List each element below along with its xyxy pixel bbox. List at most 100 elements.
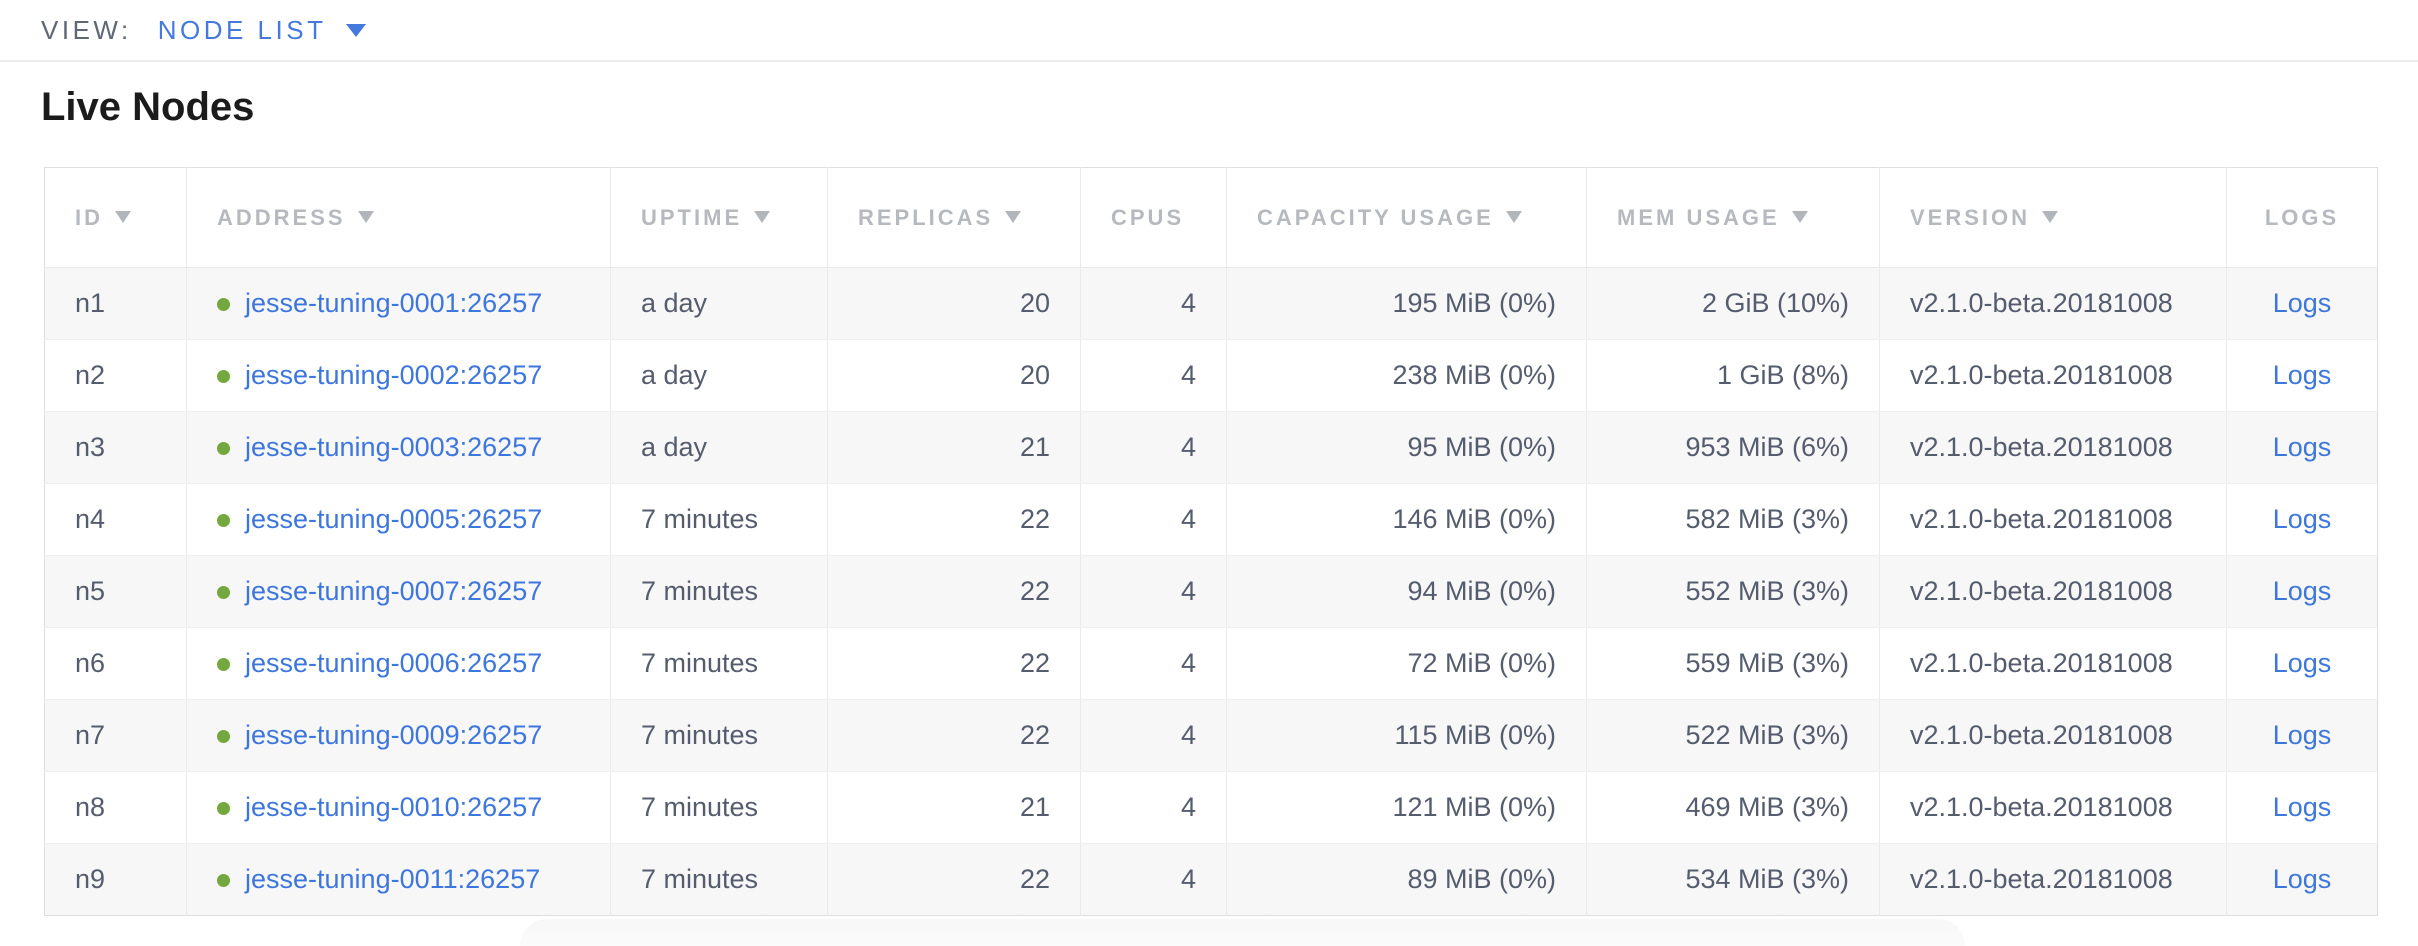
node-address-cell: jesse-tuning-0010:26257 bbox=[186, 771, 611, 844]
column-header-label: ID bbox=[75, 204, 103, 230]
node-live-status-icon bbox=[217, 442, 230, 455]
column-header-label: VERSION bbox=[1910, 204, 2031, 230]
logs-link[interactable]: Logs bbox=[2272, 360, 2332, 390]
column-header-mem-usage[interactable]: MEM USAGE bbox=[1586, 167, 1880, 268]
node-logs-cell: Logs bbox=[2226, 555, 2378, 628]
node-address-cell: jesse-tuning-0002:26257 bbox=[186, 339, 611, 412]
node-id-cell: n5 bbox=[44, 555, 187, 628]
column-header-replicas[interactable]: REPLICAS bbox=[827, 167, 1081, 268]
logs-link[interactable]: Logs bbox=[2272, 792, 2332, 822]
node-address-cell: jesse-tuning-0005:26257 bbox=[186, 483, 611, 556]
node-uptime-cell: 7 minutes bbox=[610, 627, 828, 700]
node-mem-cell: 469 MiB (3%) bbox=[1586, 771, 1880, 844]
node-address-link[interactable]: jesse-tuning-0001:26257 bbox=[245, 288, 543, 318]
node-uptime-cell: a day bbox=[610, 339, 828, 412]
node-capacity-cell: 146 MiB (0%) bbox=[1226, 483, 1587, 556]
node-logs-cell: Logs bbox=[2226, 267, 2378, 340]
column-header-uptime[interactable]: UPTIME bbox=[610, 167, 828, 268]
logs-link[interactable]: Logs bbox=[2272, 576, 2332, 606]
node-replicas-cell: 21 bbox=[827, 411, 1081, 484]
node-logs-cell: Logs bbox=[2226, 627, 2378, 700]
node-replicas-cell: 22 bbox=[827, 843, 1081, 916]
node-live-status-icon bbox=[217, 730, 230, 743]
node-capacity-cell: 95 MiB (0%) bbox=[1226, 411, 1587, 484]
node-cpus-cell: 4 bbox=[1080, 339, 1227, 412]
node-id-cell: n3 bbox=[44, 411, 187, 484]
node-address-link[interactable]: jesse-tuning-0006:26257 bbox=[245, 648, 543, 678]
node-capacity-cell: 115 MiB (0%) bbox=[1226, 699, 1587, 772]
column-header-label: ADDRESS bbox=[217, 204, 346, 230]
node-capacity-cell: 238 MiB (0%) bbox=[1226, 339, 1587, 412]
sort-arrow-icon bbox=[1005, 210, 1022, 223]
logs-link[interactable]: Logs bbox=[2272, 648, 2332, 678]
node-address-cell: jesse-tuning-0011:26257 bbox=[186, 843, 611, 916]
node-cpus-cell: 4 bbox=[1080, 411, 1227, 484]
node-address-link[interactable]: jesse-tuning-0010:26257 bbox=[245, 792, 543, 822]
node-cpus-cell: 4 bbox=[1080, 699, 1227, 772]
page-title: Live Nodes bbox=[41, 85, 255, 129]
logs-link[interactable]: Logs bbox=[2272, 864, 2332, 894]
column-header-logs: LOGS bbox=[2226, 167, 2378, 268]
node-id-cell: n8 bbox=[44, 771, 187, 844]
node-address-link[interactable]: jesse-tuning-0005:26257 bbox=[245, 504, 543, 534]
column-header-id[interactable]: ID bbox=[44, 167, 187, 268]
node-mem-cell: 534 MiB (3%) bbox=[1586, 843, 1880, 916]
node-mem-cell: 582 MiB (3%) bbox=[1586, 483, 1880, 556]
column-header-label: REPLICAS bbox=[858, 204, 994, 230]
logs-link[interactable]: Logs bbox=[2272, 720, 2332, 750]
node-id-cell: n6 bbox=[44, 627, 187, 700]
node-address-link[interactable]: jesse-tuning-0009:26257 bbox=[245, 720, 543, 750]
sort-arrow-icon bbox=[1505, 210, 1522, 223]
node-capacity-cell: 89 MiB (0%) bbox=[1226, 843, 1587, 916]
node-cpus-cell: 4 bbox=[1080, 555, 1227, 628]
node-mem-cell: 552 MiB (3%) bbox=[1586, 555, 1880, 628]
next-section-card-edge bbox=[520, 919, 1965, 946]
node-live-status-icon bbox=[217, 658, 230, 671]
sort-arrow-icon bbox=[1791, 210, 1808, 223]
node-logs-cell: Logs bbox=[2226, 483, 2378, 556]
column-header-cpus: CPUS bbox=[1080, 167, 1227, 268]
logs-link[interactable]: Logs bbox=[2272, 504, 2332, 534]
table-row: n6 jesse-tuning-0006:26257 7 minutes 22 … bbox=[44, 627, 2378, 700]
column-header-address[interactable]: ADDRESS bbox=[186, 167, 611, 268]
logs-link[interactable]: Logs bbox=[2272, 432, 2332, 462]
main-content: Live Nodes ID ADDRESS UPTIME REPLICAS CP… bbox=[0, 87, 2418, 916]
node-id-cell: n9 bbox=[44, 843, 187, 916]
node-address-link[interactable]: jesse-tuning-0003:26257 bbox=[245, 432, 543, 462]
node-cpus-cell: 4 bbox=[1080, 483, 1227, 556]
node-replicas-cell: 21 bbox=[827, 771, 1081, 844]
node-id-cell: n2 bbox=[44, 339, 187, 412]
node-uptime-cell: 7 minutes bbox=[610, 699, 828, 772]
sort-arrow-icon bbox=[2042, 210, 2059, 223]
node-live-status-icon bbox=[217, 874, 230, 887]
node-address-cell: jesse-tuning-0003:26257 bbox=[186, 411, 611, 484]
node-mem-cell: 1 GiB (8%) bbox=[1586, 339, 1880, 412]
node-version-cell: v2.1.0-beta.20181008 bbox=[1879, 627, 2227, 700]
node-logs-cell: Logs bbox=[2226, 771, 2378, 844]
column-header-version[interactable]: VERSION bbox=[1879, 167, 2227, 268]
table-body: n1 jesse-tuning-0001:26257 a day 20 4 19… bbox=[44, 267, 2378, 916]
node-live-status-icon bbox=[217, 514, 230, 527]
logs-link[interactable]: Logs bbox=[2272, 288, 2332, 318]
view-selector-dropdown[interactable]: NODE LIST bbox=[158, 15, 367, 46]
node-address-link[interactable]: jesse-tuning-0002:26257 bbox=[245, 360, 543, 390]
column-header-capacity-usage[interactable]: CAPACITY USAGE bbox=[1226, 167, 1587, 268]
table-row: n7 jesse-tuning-0009:26257 7 minutes 22 … bbox=[44, 699, 2378, 772]
node-id-cell: n7 bbox=[44, 699, 187, 772]
table-row: n5 jesse-tuning-0007:26257 7 minutes 22 … bbox=[44, 555, 2378, 628]
node-uptime-cell: 7 minutes bbox=[610, 771, 828, 844]
node-address-link[interactable]: jesse-tuning-0011:26257 bbox=[245, 864, 541, 894]
node-version-cell: v2.1.0-beta.20181008 bbox=[1879, 771, 2227, 844]
node-mem-cell: 559 MiB (3%) bbox=[1586, 627, 1880, 700]
node-uptime-cell: 7 minutes bbox=[610, 483, 828, 556]
node-version-cell: v2.1.0-beta.20181008 bbox=[1879, 339, 2227, 412]
sort-arrow-icon bbox=[115, 210, 131, 223]
node-logs-cell: Logs bbox=[2226, 699, 2378, 772]
node-mem-cell: 953 MiB (6%) bbox=[1586, 411, 1880, 484]
node-version-cell: v2.1.0-beta.20181008 bbox=[1879, 267, 2227, 340]
node-address-link[interactable]: jesse-tuning-0007:26257 bbox=[245, 576, 543, 606]
sort-arrow-icon bbox=[754, 210, 771, 223]
node-cpus-cell: 4 bbox=[1080, 771, 1227, 844]
node-replicas-cell: 22 bbox=[827, 627, 1081, 700]
